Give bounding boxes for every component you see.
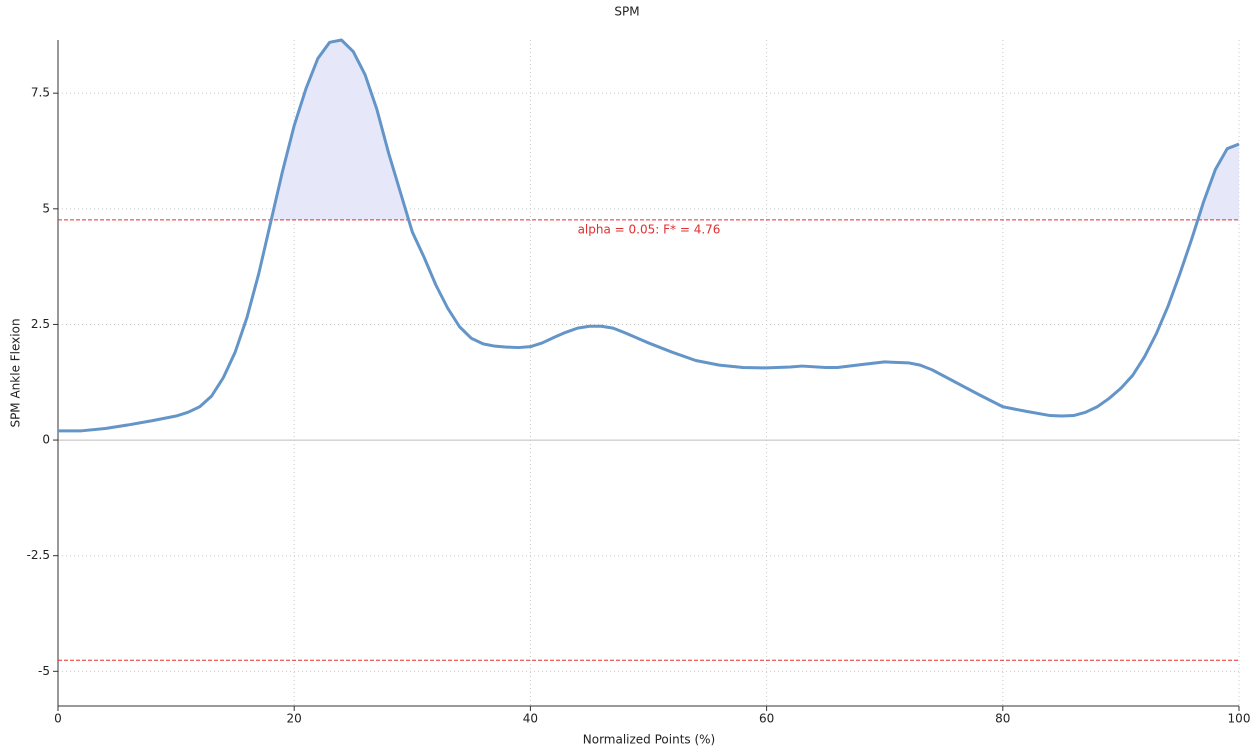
y-tick-label: 7.5 [31,86,50,100]
threshold-exceedance [1197,144,1239,220]
y-tick-label: -5 [38,664,50,678]
x-tick-label: 60 [759,712,774,726]
y-tick-label: 0 [42,433,50,447]
y-tick-label: 5 [42,201,50,215]
y-tick-label: -2.5 [27,548,50,562]
y-axis-label: SPM Ankle Flexion [9,318,23,427]
x-tick-label: 20 [287,712,302,726]
threshold-annotation: alpha = 0.05: F* = 4.76 [578,222,721,236]
data-line [58,38,1240,433]
x-tick-label: 100 [1228,712,1251,726]
x-axis-label: Normalized Points (%) [583,733,716,747]
y-tick-label: 2.5 [31,317,50,331]
chart-title: SPM [614,5,639,19]
x-tick-label: 0 [54,712,62,726]
x-tick-label: 40 [523,712,538,726]
threshold-exceedance [271,40,409,220]
x-tick-label: 80 [995,712,1010,726]
